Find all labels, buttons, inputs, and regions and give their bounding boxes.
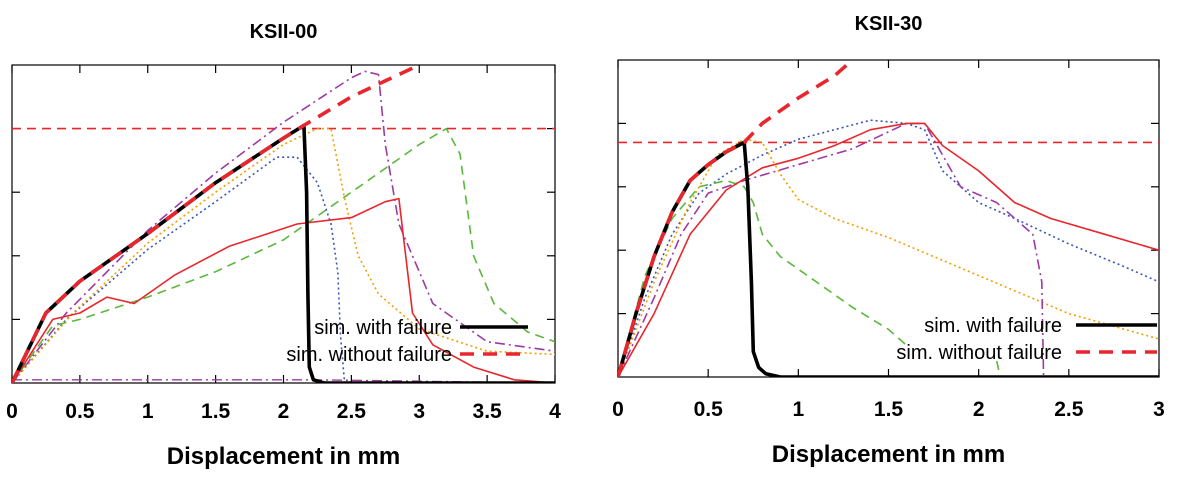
series-line-sim-with-failure xyxy=(618,140,1159,377)
series-group xyxy=(618,60,1159,377)
series-line-experiment-6 xyxy=(995,360,1002,377)
legend-label-sim-with-failure: sim. with failure xyxy=(314,317,452,339)
x-axis-label: Displacement in mm xyxy=(167,443,400,470)
series-line-experiment-4 xyxy=(618,122,1045,377)
x-tick-label: 3.5 xyxy=(473,400,503,423)
series-line-experiment-7 xyxy=(618,122,1159,377)
series-line-experiment-6 xyxy=(12,197,555,383)
series-line-experiment-2 xyxy=(618,119,1159,377)
legend: sim. with failure sim. without failure xyxy=(286,317,528,366)
x-tick-label: 4 xyxy=(549,400,561,423)
x-tick-label: 1 xyxy=(792,398,804,421)
x-tick-label: 1 xyxy=(142,400,154,423)
legend-label-sim-without-failure: sim. without failure xyxy=(286,344,452,366)
tick-labels: 0 0.5 1 1.5 2 2.5 3 3.5 4 xyxy=(6,400,561,423)
x-tick-label: 3 xyxy=(413,400,425,423)
x-tick-label: 1.5 xyxy=(201,400,231,423)
x-tick-label: 2 xyxy=(278,400,290,423)
x-tick-label: 0.5 xyxy=(65,400,95,423)
x-tick-label: 2.5 xyxy=(1054,398,1084,421)
x-tick-label: 2.5 xyxy=(337,400,367,423)
tick-labels: 0 0.5 1 1.5 2 2.5 3 xyxy=(612,398,1165,421)
chart-title: KSII-00 xyxy=(250,21,318,43)
series-line-experiment-4 xyxy=(12,70,555,383)
x-axis-label: Displacement in mm xyxy=(772,441,1005,468)
series-line-sim-without-failure xyxy=(618,60,854,377)
series-line-sim-with-failure xyxy=(12,123,555,383)
series-line-experiment-3 xyxy=(12,127,555,383)
plot-frame xyxy=(11,64,556,384)
chart-panel-ksii-00: 0 0.5 1 1.5 2 2.5 3 3.5 4 KSII-00 Displacement i… xyxy=(6,21,561,470)
chart-title: KSII-30 xyxy=(855,13,923,35)
chart-panel-ksii-30: 0 0.5 1 1.5 2 2.5 3 KSII-30 Displacement in mm… xyxy=(612,13,1165,468)
tick-marks xyxy=(11,65,556,383)
series-line-experiment-5 xyxy=(12,127,555,383)
x-tick-label: 2 xyxy=(973,398,985,421)
x-tick-label: 1.5 xyxy=(874,398,904,421)
series-line-experiment-2 xyxy=(12,156,346,383)
x-tick-label: 0.5 xyxy=(694,398,724,421)
legend-label-sim-with-failure: sim. with failure xyxy=(924,315,1062,337)
x-tick-label: 3 xyxy=(1153,398,1165,421)
series-line-experiment-5 xyxy=(618,179,908,377)
series-line-experiment-3 xyxy=(618,138,1159,377)
x-tick-label: 0 xyxy=(6,400,18,423)
series-line-sim-without-failure xyxy=(12,65,421,383)
x-tick-label: 0 xyxy=(612,398,624,421)
legend: sim. with failure sim. without failure xyxy=(896,315,1157,364)
series-group xyxy=(12,65,555,383)
legend-label-sim-without-failure: sim. without failure xyxy=(896,342,1062,364)
